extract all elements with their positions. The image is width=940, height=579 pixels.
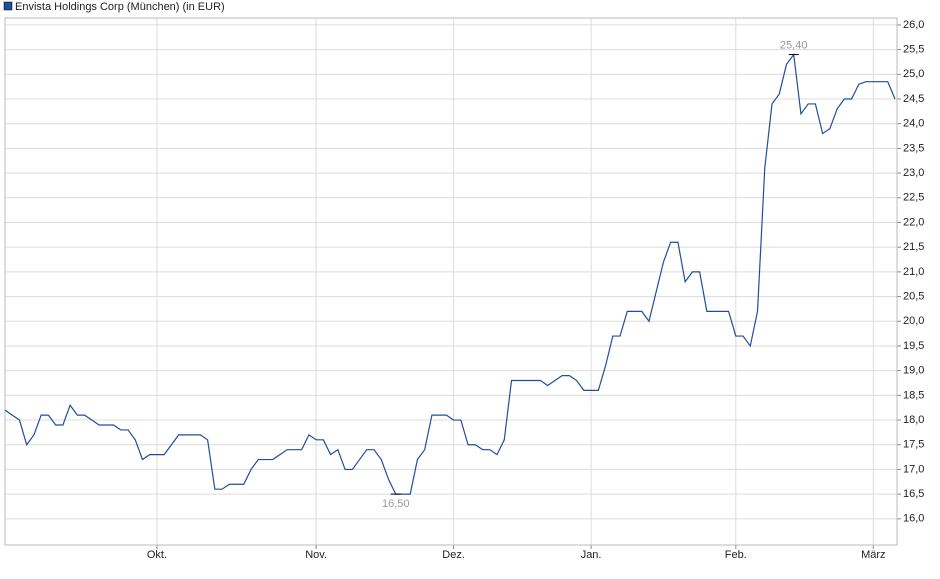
y-tick-label: 16,5 (903, 488, 924, 500)
y-tick-label: 19,5 (903, 340, 924, 352)
x-tick-label: Feb. (725, 549, 747, 561)
legend-label: Envista Holdings Corp (München) (in EUR) (15, 1, 225, 13)
x-tick-label: Dez. (442, 549, 465, 561)
y-tick-label: 21,5 (903, 241, 924, 253)
y-tick-label: 19,0 (903, 365, 924, 377)
y-tick-label: 25,0 (903, 68, 924, 80)
y-tick-label: 17,5 (903, 439, 924, 451)
line-series (4, 52, 896, 495)
y-tick-label: 18,0 (903, 414, 924, 426)
y-tick-label: 25,5 (903, 44, 924, 56)
x-tick-label: März (861, 549, 885, 561)
y-tick-label: 23,0 (903, 167, 924, 179)
y-tick-label: 17,0 (903, 463, 924, 475)
y-tick-label: 22,0 (903, 216, 924, 228)
annotation-label: 16,50 (382, 498, 410, 510)
annotation-label: 25,40 (780, 39, 808, 51)
y-tick-label: 23,5 (903, 142, 924, 154)
x-tick-label: Okt. (147, 549, 167, 561)
y-tick-label: 20,0 (903, 315, 924, 327)
y-tick-label: 24,5 (903, 93, 924, 105)
x-tick-label: Nov. (305, 549, 327, 561)
y-tick-label: 24,0 (903, 118, 924, 130)
y-tick-label: 18,5 (903, 389, 924, 401)
y-tick-label: 16,0 (903, 513, 924, 525)
y-tick-label: 26,0 (903, 19, 924, 31)
y-tick-label: 22,5 (903, 192, 924, 204)
y-tick-label: 21,0 (903, 266, 924, 278)
x-tick-label: Jan. (581, 549, 602, 561)
y-tick-label: 20,5 (903, 290, 924, 302)
plot-frame (4, 17, 898, 546)
legend-swatch (3, 1, 13, 11)
